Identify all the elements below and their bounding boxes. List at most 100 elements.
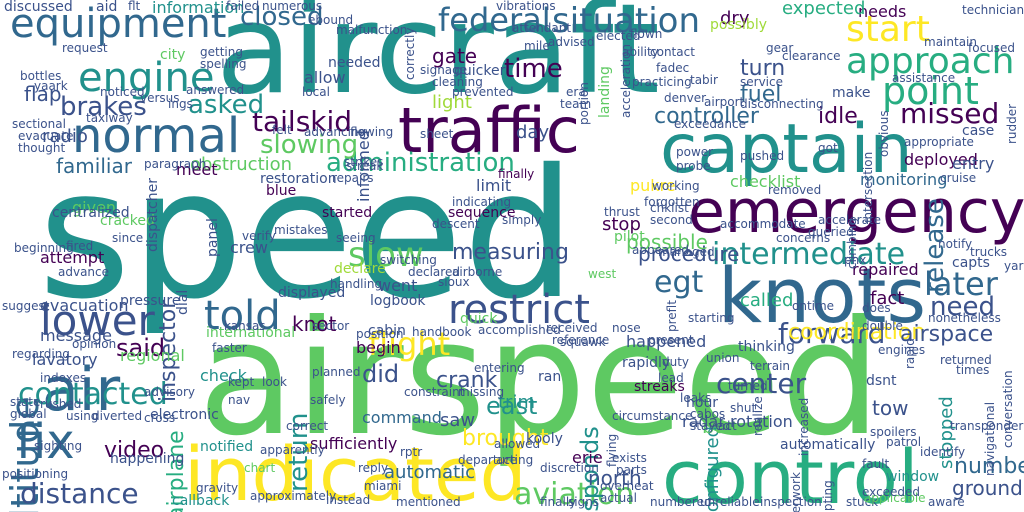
word: cabin bbox=[368, 323, 406, 339]
word: pressure bbox=[120, 293, 181, 309]
word: needed bbox=[328, 55, 381, 71]
word: increased bbox=[797, 397, 811, 456]
word: faster bbox=[212, 341, 247, 355]
word: identify bbox=[920, 445, 966, 459]
word: versus bbox=[140, 91, 180, 105]
word: number bbox=[954, 454, 1024, 479]
word: correctly bbox=[403, 27, 417, 80]
word: planned bbox=[312, 365, 361, 379]
word: denver bbox=[664, 91, 707, 105]
word: airborne bbox=[452, 265, 503, 279]
word: brakes bbox=[60, 92, 147, 122]
word: airspeed bbox=[198, 287, 881, 471]
word: intermediate bbox=[712, 237, 906, 272]
word: ings bbox=[168, 97, 193, 111]
word: failed bbox=[226, 0, 260, 13]
word: contact bbox=[650, 45, 695, 59]
word: verify bbox=[242, 229, 276, 243]
word: indicating bbox=[452, 195, 512, 209]
word: evacuate bbox=[18, 129, 74, 143]
word: emergency bbox=[688, 177, 1024, 247]
word: gear bbox=[766, 41, 794, 55]
word: ability bbox=[622, 45, 659, 59]
word: terrain bbox=[750, 359, 791, 373]
word: nav bbox=[228, 393, 251, 407]
word: flying bbox=[605, 433, 619, 467]
word: overheat bbox=[600, 479, 654, 493]
word: discretion bbox=[540, 461, 599, 475]
word: accelerate bbox=[818, 213, 882, 227]
word: power bbox=[676, 145, 714, 159]
word: restoration bbox=[260, 171, 337, 187]
word: did bbox=[362, 360, 400, 388]
word: pushed bbox=[740, 149, 785, 163]
word: signage bbox=[420, 63, 468, 77]
word: chart bbox=[244, 461, 276, 475]
word: sioux bbox=[438, 275, 470, 289]
word: deployed bbox=[904, 150, 978, 169]
word: flight bbox=[368, 325, 451, 363]
word: idle bbox=[818, 104, 858, 129]
word: cabos bbox=[690, 407, 726, 421]
word: fact bbox=[870, 288, 905, 309]
word: signs bbox=[568, 495, 600, 509]
word: reference bbox=[552, 333, 610, 347]
word: information bbox=[152, 0, 245, 17]
word: possible bbox=[626, 230, 708, 254]
word: approach bbox=[846, 41, 1015, 82]
word: forgotten bbox=[644, 195, 700, 209]
word: approximately bbox=[250, 489, 337, 503]
word: rudder bbox=[1005, 103, 1019, 144]
word: conversation bbox=[1001, 370, 1015, 448]
word: leaks bbox=[680, 391, 712, 405]
word: union bbox=[706, 351, 740, 365]
word: forward bbox=[778, 317, 886, 350]
word: entering bbox=[474, 361, 525, 375]
word: got bbox=[818, 141, 838, 155]
word: advised bbox=[548, 35, 595, 49]
word: seeing bbox=[336, 231, 376, 245]
word: air bbox=[42, 355, 121, 425]
word: exceedance bbox=[674, 117, 746, 131]
word: international bbox=[206, 325, 296, 341]
word: probe bbox=[676, 159, 711, 173]
word: appeared bbox=[632, 243, 689, 257]
word: unreliable bbox=[700, 495, 760, 509]
word: flowing bbox=[350, 125, 394, 139]
word: radar bbox=[682, 412, 725, 431]
word: administration bbox=[326, 148, 515, 178]
word: accommodate bbox=[720, 217, 806, 231]
word: ebound bbox=[308, 13, 354, 27]
word: regional bbox=[120, 346, 185, 365]
word: apparently bbox=[260, 443, 325, 457]
word: departure bbox=[458, 453, 518, 467]
word: needs bbox=[858, 2, 907, 21]
word: mistakes bbox=[274, 223, 328, 237]
word: crank bbox=[436, 368, 498, 393]
word: acting bbox=[496, 453, 534, 467]
word: advancing bbox=[304, 125, 367, 139]
word: bar bbox=[702, 414, 736, 438]
word: sufficiently bbox=[310, 434, 398, 453]
word: flown bbox=[630, 27, 663, 41]
word: discussed bbox=[4, 0, 73, 15]
word: handbook bbox=[412, 325, 472, 339]
word: spelling bbox=[200, 57, 247, 71]
word: happening bbox=[110, 451, 185, 467]
word: mile bbox=[524, 39, 550, 53]
word: yarrk bbox=[1004, 259, 1024, 273]
word: monitoring bbox=[860, 170, 948, 189]
word: went bbox=[378, 276, 418, 295]
word: patrol bbox=[886, 435, 922, 449]
word: obvious bbox=[877, 110, 891, 157]
word: missing bbox=[458, 385, 505, 399]
word: descent bbox=[432, 217, 480, 231]
word: dsnt bbox=[866, 373, 897, 389]
word: kept bbox=[228, 375, 255, 389]
word: distance bbox=[20, 477, 139, 510]
word: point bbox=[882, 69, 979, 113]
word: stuck bbox=[846, 495, 879, 509]
word: opinion bbox=[72, 337, 117, 351]
word: maintain bbox=[924, 35, 977, 49]
word: aviation bbox=[514, 477, 635, 512]
